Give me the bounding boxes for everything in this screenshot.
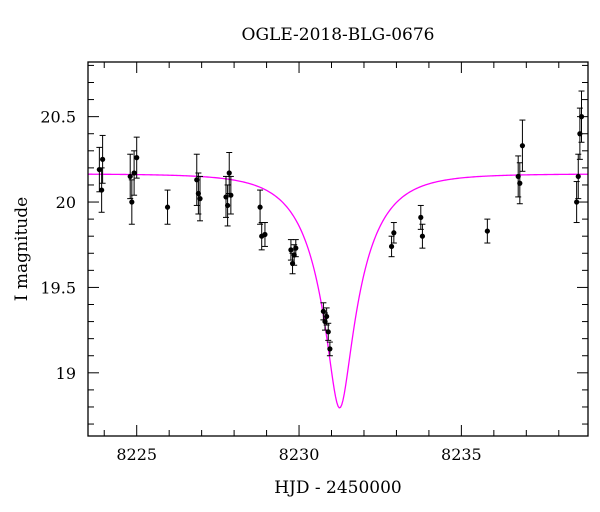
data-marker — [517, 180, 523, 186]
model-curve — [87, 173, 589, 409]
data-marker — [418, 214, 424, 221]
data-point — [226, 152, 233, 194]
y-tick-label: 20.5 — [40, 108, 76, 127]
data-point — [419, 223, 426, 249]
data-point — [99, 134, 106, 184]
x-tick-label: 8230 — [279, 445, 320, 464]
data-marker — [99, 187, 105, 193]
data-point — [292, 239, 299, 258]
data-marker — [575, 173, 581, 180]
data-point — [390, 222, 397, 244]
x-tick-label: 8235 — [441, 445, 482, 464]
data-marker — [127, 173, 133, 180]
data-marker — [519, 143, 526, 149]
data-point — [417, 204, 424, 230]
data-marker — [164, 204, 171, 210]
data-marker — [197, 196, 203, 202]
y-tick-label: 20 — [56, 193, 76, 212]
data-point — [326, 341, 333, 357]
y-axis-label: I magnitude — [12, 197, 32, 301]
data-point — [516, 162, 523, 205]
data-marker — [225, 202, 231, 209]
axes-layer — [87, 61, 589, 437]
data-point — [573, 181, 580, 224]
data-marker — [288, 247, 294, 253]
data-marker — [100, 156, 106, 162]
data-marker — [327, 346, 333, 352]
data-marker — [484, 228, 490, 234]
model-curve-layer — [87, 173, 589, 409]
data-marker — [419, 233, 426, 239]
data-marker — [293, 245, 299, 251]
data-point — [197, 175, 204, 222]
data-point — [227, 175, 234, 215]
data-point — [325, 322, 332, 341]
data-point — [127, 153, 134, 200]
data-marker — [129, 199, 135, 205]
data-point — [128, 179, 135, 225]
data-marker — [257, 204, 263, 210]
y-tick-label: 19 — [56, 364, 76, 383]
data-point — [519, 119, 526, 172]
data-marker — [131, 170, 137, 176]
data-marker — [262, 231, 268, 238]
data-marker — [226, 170, 232, 176]
x-tick-label: 8225 — [116, 445, 157, 464]
data-marker — [228, 192, 234, 198]
data-marker — [388, 243, 395, 250]
data-point — [98, 167, 105, 213]
data-point — [388, 235, 395, 258]
y-tick-label: 19.5 — [40, 278, 76, 297]
data-marker — [324, 313, 330, 320]
plot-frame — [87, 61, 589, 437]
chart-title: OGLE-2018-BLG-0676 — [242, 25, 435, 45]
data-point — [261, 222, 268, 247]
data-marker — [574, 199, 580, 205]
data-point — [323, 307, 330, 326]
data-point — [164, 189, 171, 225]
data-points-layer — [96, 90, 585, 357]
data-marker — [325, 329, 331, 335]
x-axis-label: HJD - 2450000 — [274, 478, 402, 498]
data-point — [131, 150, 138, 196]
data-marker — [134, 155, 140, 161]
data-point — [484, 218, 491, 244]
data-point — [257, 189, 264, 225]
tick-labels-layer: 8225 8230 8235 19 19.5 20 20.5 — [40, 108, 481, 464]
data-point — [575, 153, 582, 200]
data-point — [133, 136, 140, 179]
data-marker — [391, 230, 397, 236]
